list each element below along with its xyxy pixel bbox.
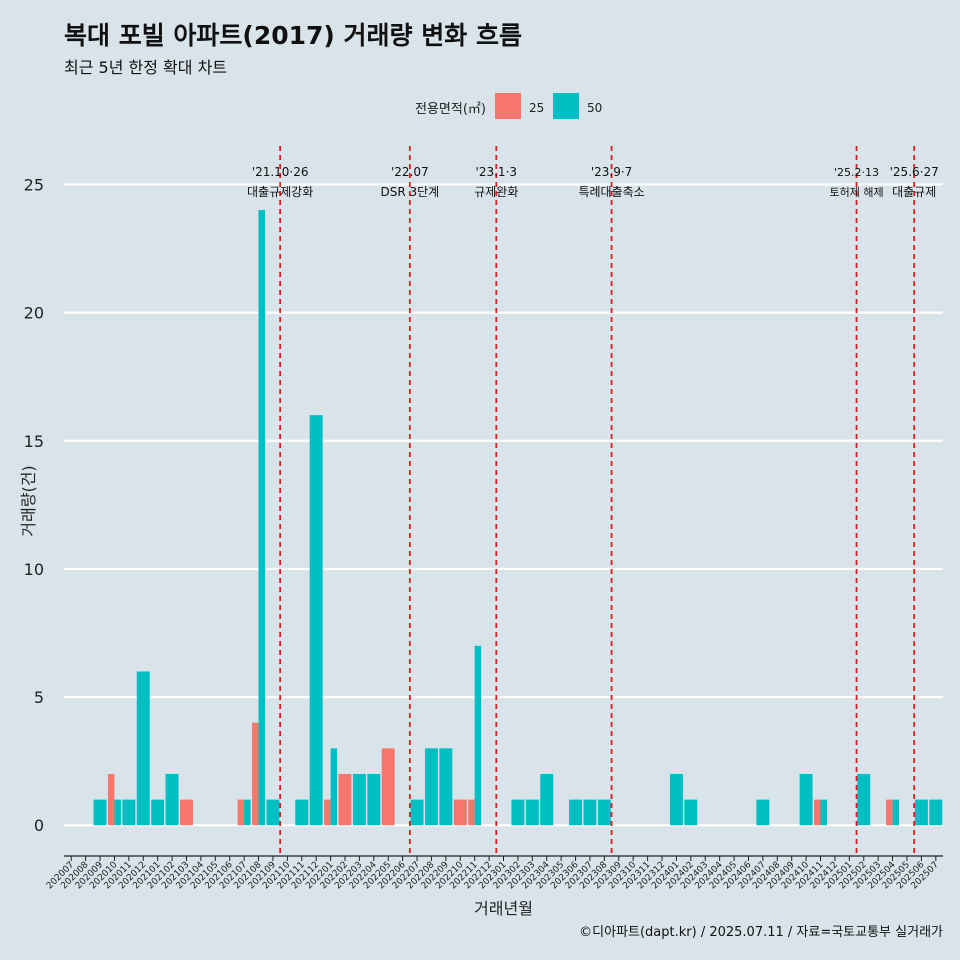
bar-25	[468, 799, 475, 826]
bar-50	[669, 773, 683, 826]
y-tick-label: 20	[24, 304, 44, 323]
bar-25	[179, 799, 193, 826]
bar-25	[237, 799, 245, 826]
y-tick-label: 0	[34, 816, 44, 835]
bar-50	[511, 799, 525, 826]
bar-50	[857, 773, 871, 826]
legend-title: 전용면적(㎡)	[415, 102, 486, 117]
event-label: 규제완화	[474, 185, 518, 199]
event-label: 특례대출축소	[578, 185, 644, 199]
x-axis-title: 거래년월	[474, 899, 533, 918]
bar-50	[295, 799, 309, 826]
bar-50	[352, 773, 366, 826]
bar-25	[338, 773, 352, 826]
legend-swatch-25	[495, 93, 521, 119]
bar-50	[151, 799, 165, 826]
y-axis-title: 거래량(건)	[19, 465, 38, 536]
bar-50	[136, 671, 150, 826]
bar-50	[439, 748, 453, 826]
bar-50	[474, 645, 482, 826]
y-tick-label: 25	[24, 175, 44, 194]
bar-25	[252, 722, 259, 826]
bar-50	[309, 415, 323, 826]
bar-50	[597, 799, 611, 826]
legend-swatch-50	[553, 93, 579, 119]
bar-50	[892, 799, 900, 826]
chart-subtitle: 최근 5년 한정 확대 차트	[64, 58, 228, 77]
bar-50	[165, 773, 179, 826]
bar-50	[367, 773, 381, 826]
bar-50	[914, 799, 928, 826]
bar-50	[756, 799, 770, 826]
event-date: '25.6·27	[890, 165, 939, 179]
y-tick-label: 10	[24, 560, 44, 579]
bar-50	[258, 210, 266, 826]
event-label: DSR 3단계	[380, 185, 439, 199]
bar-25	[453, 799, 467, 826]
event-date: '25.2·13	[834, 166, 879, 179]
bar-50	[330, 748, 338, 826]
caption: ©디아파트(dapt.kr) / 2025.07.11 / 자료=국토교통부 실…	[579, 925, 943, 940]
bar-50	[540, 773, 554, 826]
legend-label-25: 25	[529, 101, 544, 115]
bar-50	[244, 799, 251, 826]
y-tick-label: 15	[24, 432, 44, 451]
bar-50	[266, 799, 280, 826]
bar-25	[381, 748, 395, 826]
legend-label-50: 50	[587, 101, 602, 115]
bar-50	[525, 799, 539, 826]
bar-25	[324, 799, 331, 826]
bar-50	[93, 799, 107, 826]
event-date: '21.10·26	[252, 165, 309, 179]
event-label: 대출규제강화	[247, 185, 313, 199]
bar-50	[122, 799, 136, 826]
bar-50	[114, 799, 121, 826]
y-tick-label: 5	[34, 688, 44, 707]
legend: 전용면적(㎡) 25 50	[415, 93, 602, 119]
bar-25	[814, 799, 821, 826]
event-label: 대출규제	[892, 185, 936, 199]
chart-title: 복대 포빌 아파트(2017) 거래량 변화 흐름	[64, 21, 522, 50]
event-date: '23.9·7	[591, 165, 632, 179]
bar-50	[820, 799, 828, 826]
bar-50	[410, 799, 424, 826]
event-label: 토허제 해제	[829, 185, 883, 199]
bar-50	[583, 799, 597, 826]
bar-25	[107, 773, 115, 826]
bar-50	[424, 748, 438, 826]
bar-25	[886, 799, 893, 826]
bar-50	[799, 773, 813, 826]
bar-50	[569, 799, 583, 826]
bar-50	[929, 799, 943, 826]
event-date: '22.07	[391, 165, 429, 179]
event-date: '23.1·3	[476, 165, 517, 179]
bar-50	[684, 799, 698, 826]
